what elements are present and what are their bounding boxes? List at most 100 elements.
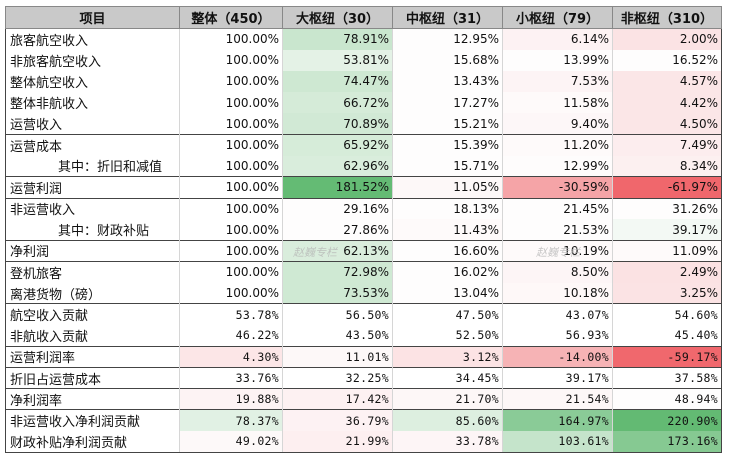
data-cell: 173.16%: [612, 431, 722, 453]
data-cell: 21.70%: [392, 388, 503, 410]
table-row: 净利润率 19.88% 17.42% 21.70% 21.54% 48.94%: [5, 388, 722, 410]
header-item: 项目: [5, 6, 180, 29]
row-label: 其中：财政补贴: [5, 219, 180, 241]
data-cell: 45.40%: [612, 325, 722, 347]
data-cell: 62.13%: [282, 239, 393, 262]
data-cell: 21.53%: [502, 219, 613, 241]
data-cell: 100.00%: [179, 70, 283, 93]
row-label: 非旅客航空收入: [5, 49, 180, 71]
data-cell: 100.00%: [179, 282, 283, 304]
data-cell: 181.52%: [282, 176, 393, 198]
data-cell: 37.58%: [612, 366, 722, 389]
data-cell: 21.45%: [502, 197, 613, 220]
data-cell: 15.68%: [392, 49, 503, 71]
data-cell: 11.01%: [282, 345, 393, 368]
data-cell: 56.50%: [282, 303, 393, 326]
data-cell: 17.42%: [282, 388, 393, 410]
row-label: 航空收入贡献: [5, 303, 180, 326]
data-cell: 11.05%: [392, 176, 503, 198]
data-cell: 16.52%: [612, 49, 722, 71]
row-label: 运营收入: [5, 113, 180, 135]
data-cell: 7.49%: [612, 133, 722, 156]
data-cell: 32.25%: [282, 366, 393, 389]
row-label: 折旧占运营成本: [5, 366, 180, 389]
data-cell: 65.92%: [282, 133, 393, 156]
table-row: 财政补贴净利润贡献 49.02% 21.99% 33.78% 103.61% 173.16…: [5, 431, 722, 453]
data-cell: 46.22%: [179, 325, 283, 347]
data-cell: 2.00%: [612, 27, 722, 50]
table-row: 非运营收入净利润贡献 78.37% 36.79% 85.60% 164.97% 220.9…: [5, 409, 722, 432]
row-label: 运营利润: [5, 176, 180, 198]
data-cell: 29.16%: [282, 197, 393, 220]
table-row: 登机旅客 100.00% 72.98% 16.02% 8.50% 2.49%: [5, 261, 722, 283]
data-cell: 19.88%: [179, 388, 283, 410]
data-cell: 43.50%: [282, 325, 393, 347]
data-cell: 48.94%: [612, 388, 722, 410]
data-cell: 85.60%: [392, 409, 503, 432]
data-cell: 39.17%: [612, 219, 722, 241]
watermark-2: 赵巍专栏: [536, 246, 580, 259]
data-cell: 70.89%: [282, 113, 393, 135]
data-cell: 100.00%: [179, 219, 283, 241]
data-cell: 7.53%: [502, 70, 613, 93]
data-cell: 54.60%: [612, 303, 722, 326]
data-cell: 100.00%: [179, 27, 283, 50]
data-cell: 12.99%: [502, 155, 613, 177]
data-cell: 11.58%: [502, 92, 613, 114]
data-cell: 56.93%: [502, 325, 613, 347]
table-row: 整体非航收入 100.00% 66.72% 17.27% 11.58% 4.42%: [5, 92, 722, 114]
data-cell: 47.50%: [392, 303, 503, 326]
data-cell: 220.90%: [612, 409, 722, 432]
data-cell: 53.78%: [179, 303, 283, 326]
data-cell: 11.20%: [502, 133, 613, 156]
data-cell: 53.81%: [282, 49, 393, 71]
data-cell: 15.21%: [392, 113, 503, 135]
data-cell: 11.43%: [392, 219, 503, 241]
data-cell: 21.54%: [502, 388, 613, 410]
row-label: 登机旅客: [5, 261, 180, 283]
table-row: 其中：财政补贴 100.00% 27.86% 11.43% 21.53% 39.17%: [5, 219, 722, 241]
data-cell: 8.34%: [612, 155, 722, 177]
header-row: 项目 整体（450） 大枢纽（30） 中枢纽（31） 小枢纽（79） 非枢纽（3…: [5, 6, 722, 29]
data-cell: 78.91%: [282, 27, 393, 50]
data-cell: 4.42%: [612, 92, 722, 114]
data-cell: 4.30%: [179, 345, 283, 368]
data-cell: 36.79%: [282, 409, 393, 432]
data-cell: -61.97%: [612, 176, 722, 198]
data-cell: 3.25%: [612, 282, 722, 304]
row-label: 净利润: [5, 239, 180, 262]
data-cell: 39.17%: [502, 366, 613, 389]
data-cell: 3.12%: [392, 345, 503, 368]
table-row: 净利润 100.00% 62.13% 16.60% 10.19% 11.09%: [5, 239, 722, 262]
airport-data-table: 项目 整体（450） 大枢纽（30） 中枢纽（31） 小枢纽（79） 非枢纽（3…: [5, 6, 722, 453]
table-row: 非航收入贡献 46.22% 43.50% 52.50% 56.93% 45.40%: [5, 325, 722, 347]
row-label: 离港货物（磅）: [5, 282, 180, 304]
data-cell: 72.98%: [282, 261, 393, 283]
row-label: 旅客航空收入: [5, 27, 180, 50]
row-label: 运营利润率: [5, 345, 180, 368]
row-label: 运营成本: [5, 133, 180, 156]
data-cell: 66.72%: [282, 92, 393, 114]
data-cell: 27.86%: [282, 219, 393, 241]
row-label: 整体非航收入: [5, 92, 180, 114]
data-cell: 10.19%: [502, 239, 613, 262]
data-cell: 78.37%: [179, 409, 283, 432]
data-cell: 100.00%: [179, 239, 283, 262]
data-cell: 16.60%: [392, 239, 503, 262]
header-small-hub: 小枢纽（79）: [502, 6, 613, 29]
row-label: 净利润率: [5, 388, 180, 410]
watermark-1: 赵巍专栏: [293, 246, 337, 259]
data-cell: 100.00%: [179, 113, 283, 135]
header-non-hub: 非枢纽（310）: [612, 6, 722, 29]
table-row: 运营成本 100.00% 65.92% 15.39% 11.20% 7.49%: [5, 133, 722, 156]
data-cell: 43.07%: [502, 303, 613, 326]
data-cell: 31.26%: [612, 197, 722, 220]
data-cell: 100.00%: [179, 197, 283, 220]
data-cell: 6.14%: [502, 27, 613, 50]
data-cell: 11.09%: [612, 239, 722, 262]
data-cell: 100.00%: [179, 92, 283, 114]
table-row: 整体航空收入 100.00% 74.47% 13.43% 7.53% 4.57%: [5, 70, 722, 93]
data-cell: 21.99%: [282, 431, 393, 453]
row-label: 整体航空收入: [5, 70, 180, 93]
row-label: 非运营收入: [5, 197, 180, 220]
